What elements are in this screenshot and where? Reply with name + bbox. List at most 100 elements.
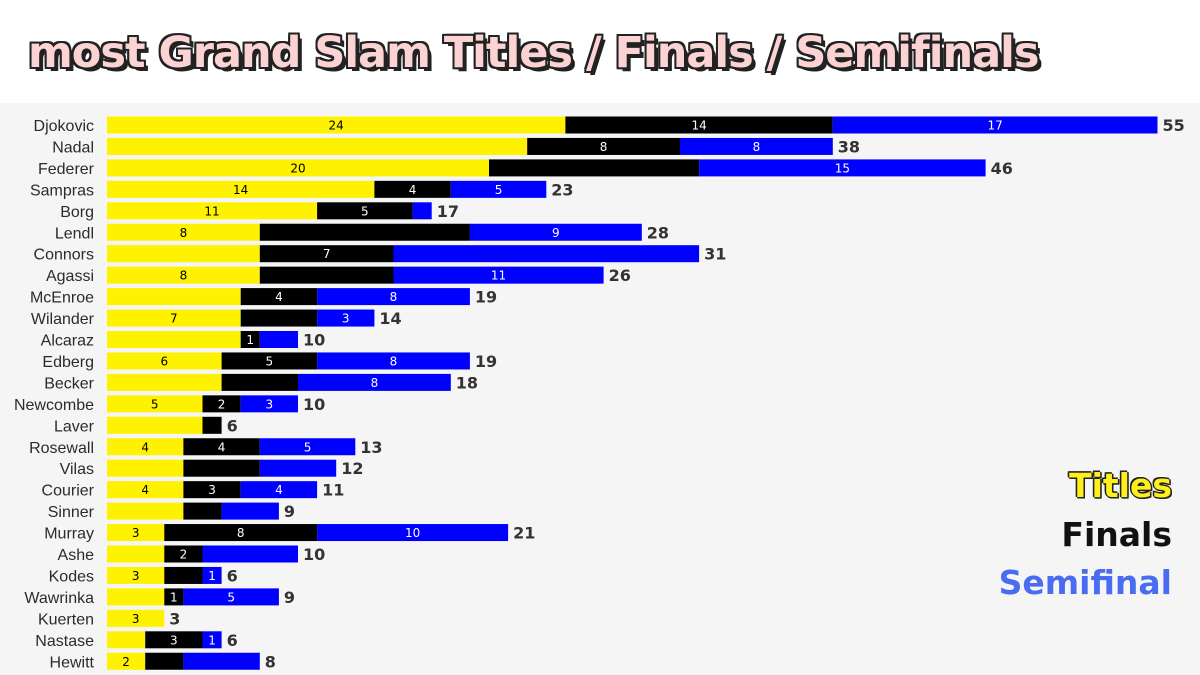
- total-label-becker: 18: [456, 373, 478, 392]
- bar-semifinal-djokovic: [832, 116, 1158, 134]
- bar-semifinal-kodes: [202, 566, 222, 584]
- data-label-titles-wilander: 7: [170, 312, 178, 326]
- total-label-courier: 11: [322, 481, 344, 500]
- data-label-titles-murray: 3: [132, 526, 140, 540]
- data-label-semifinal-mcenroe: 8: [390, 290, 398, 304]
- total-label-nadal: 38: [838, 137, 860, 156]
- data-label-semifinal-wawrinka: 5: [227, 590, 235, 604]
- player-label-agassi: Agassi: [46, 268, 94, 285]
- data-label-finals-edberg: 5: [266, 354, 274, 368]
- data-label-titles-rosewall: 4: [141, 440, 149, 454]
- data-label-titles-kodes: 3: [132, 569, 140, 583]
- data-label-titles-sampras: 14: [233, 183, 248, 197]
- total-label-borg: 17: [437, 202, 459, 221]
- bar-titles-nastase: [107, 631, 146, 649]
- data-label-titles-agassi: 8: [180, 269, 188, 283]
- data-label-semifinal-courier: 4: [275, 483, 283, 497]
- data-label-finals-murray: 8: [237, 526, 245, 540]
- bar-titles-federer: [107, 159, 489, 177]
- bar-titles-murray: [107, 524, 165, 542]
- bar-finals-murray: [164, 524, 318, 542]
- bar-finals-courier: [183, 481, 241, 499]
- bar-finals-alcaraz: [240, 331, 260, 348]
- bar-semifinal-rosewall: [259, 438, 356, 456]
- data-label-semifinal-edberg: 8: [390, 354, 398, 368]
- total-label-rosewall: 13: [360, 438, 382, 457]
- bar-semifinal-wilander: [317, 309, 375, 327]
- bar-titles-mcenroe: [107, 288, 241, 306]
- data-label-finals-nadal: 8: [600, 140, 608, 154]
- data-label-semifinal-becker: 8: [371, 376, 379, 390]
- bar-semifinal-murray: [317, 524, 509, 542]
- bar-finals-federer: [489, 159, 700, 177]
- total-label-federer: 46: [991, 159, 1013, 178]
- total-label-laver: 6: [227, 416, 238, 435]
- total-label-ashe: 10: [303, 545, 325, 564]
- bar-semifinal-lendl: [469, 223, 642, 241]
- data-label-titles-borg: 11: [204, 204, 219, 218]
- data-label-semifinal-federer: 15: [835, 161, 850, 175]
- data-label-titles-djokovic: 24: [329, 119, 344, 133]
- total-label-lendl: 28: [647, 223, 669, 242]
- data-label-semifinal-djokovic: 17: [988, 119, 1003, 133]
- total-label-vilas: 12: [341, 459, 363, 478]
- bar-finals-rosewall: [183, 438, 260, 456]
- bar-titles-lendl: [107, 223, 260, 241]
- data-label-finals-courier: 3: [208, 483, 216, 497]
- total-label-agassi: 26: [609, 266, 631, 285]
- bar-finals-ashe: [164, 545, 203, 563]
- bar-semifinal-hewitt: [183, 652, 260, 670]
- data-label-semifinal-kodes: 1: [208, 569, 216, 583]
- player-label-djokovic: Djokovic: [34, 118, 94, 135]
- bar-semifinal-becker: [298, 373, 451, 391]
- data-label-semifinal-newcombe: 3: [266, 397, 274, 411]
- bar-titles-edberg: [107, 352, 222, 370]
- data-label-finals-newcombe: 2: [218, 397, 226, 411]
- data-label-finals-sampras: 4: [409, 183, 417, 197]
- bar-semifinal-courier: [240, 481, 318, 499]
- bar-titles-laver: [107, 416, 203, 434]
- bar-titles-sampras: [107, 180, 375, 198]
- bar-finals-kodes: [164, 566, 203, 584]
- bar-titles-courier: [107, 481, 184, 499]
- bar-titles-becker: [107, 373, 222, 391]
- bar-semifinal-agassi: [393, 266, 604, 284]
- bar-titles-agassi: [107, 266, 260, 284]
- player-label-edberg: Edberg: [42, 354, 94, 371]
- player-label-federer: Federer: [38, 161, 95, 178]
- data-label-semifinal-nadal: 8: [753, 140, 761, 154]
- legend-titles: Titles: [1069, 466, 1172, 505]
- total-label-kuerten: 3: [169, 609, 180, 628]
- bar-titles-rosewall: [107, 438, 184, 456]
- player-label-becker: Becker: [44, 375, 94, 392]
- bar-titles-vilas: [107, 459, 184, 477]
- total-label-murray: 21: [513, 524, 535, 543]
- bar-finals-vilas: [183, 459, 260, 477]
- bar-finals-mcenroe: [240, 288, 318, 306]
- bar-finals-wawrinka: [164, 588, 184, 606]
- bar-finals-sinner: [183, 502, 222, 520]
- bar-titles-ashe: [107, 545, 165, 563]
- bar-finals-sampras: [374, 180, 451, 198]
- bar-finals-djokovic: [565, 116, 833, 134]
- data-label-finals-borg: 5: [361, 204, 369, 218]
- player-label-rosewall: Rosewall: [29, 440, 94, 457]
- player-label-kodes: Kodes: [49, 568, 94, 585]
- data-label-titles-lendl: 8: [180, 226, 188, 240]
- player-label-laver: Laver: [54, 418, 95, 435]
- chart-title: most Grand Slam Titles / Finals / Semifi…: [28, 28, 1039, 78]
- bar-semifinal-vilas: [259, 459, 337, 477]
- total-label-edberg: 19: [475, 352, 497, 371]
- total-label-newcombe: 10: [303, 395, 325, 414]
- bar-titles-wawrinka: [107, 588, 165, 606]
- bar-semifinal-connors: [393, 245, 700, 263]
- bar-semifinal-ashe: [202, 545, 298, 563]
- player-label-courier: Courier: [42, 483, 95, 500]
- bar-semifinal-borg: [412, 202, 432, 220]
- total-label-sampras: 23: [551, 180, 573, 199]
- bar-semifinal-nadal: [680, 137, 833, 155]
- bar-titles-kuerten: [107, 609, 165, 627]
- data-label-semifinal-agassi: 11: [491, 269, 506, 283]
- total-label-djokovic: 55: [1163, 116, 1185, 135]
